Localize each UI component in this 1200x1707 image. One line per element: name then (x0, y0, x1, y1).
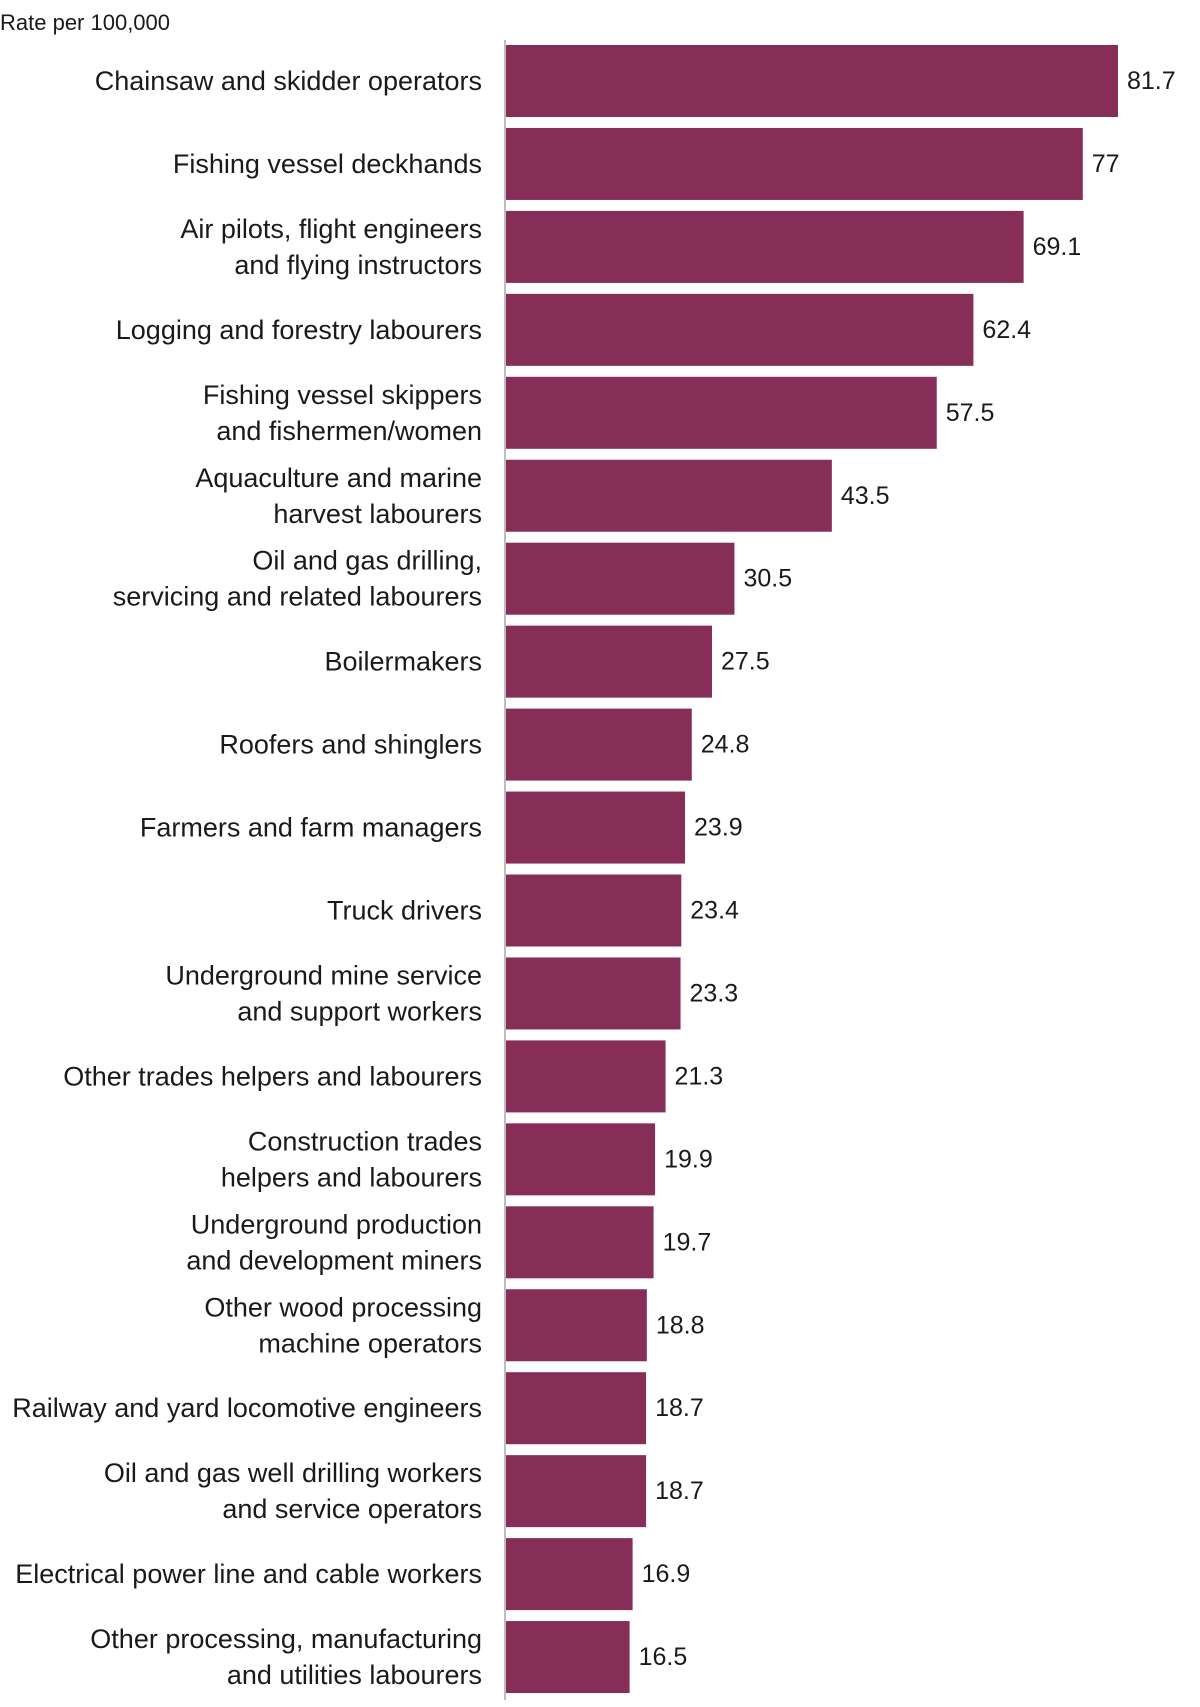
bar (506, 791, 686, 864)
category-label: Railway and yard locomotive engineers (12, 1393, 482, 1423)
category-label: Oil and gas well drilling workers (104, 1458, 482, 1488)
category-label: and flying instructors (234, 250, 482, 280)
category-label: Truck drivers (327, 896, 482, 926)
category-label: Aquaculture and marine (195, 463, 482, 493)
data-label: 57.5 (946, 399, 995, 427)
category-label: and utilities labourers (227, 1660, 482, 1690)
bar (506, 1123, 656, 1196)
bar (506, 1621, 630, 1694)
data-label: 77 (1092, 150, 1120, 178)
category-label: Logging and forestry labourers (116, 315, 482, 345)
category-label: harvest labourers (273, 499, 482, 529)
category-label: Fishing vessel skippers (203, 380, 482, 410)
value-labels: 81.7 77 69.1 62.4 57.5 43.5 30.5 27.5 24.8 23.9 23… (639, 67, 1176, 1671)
data-label: 24.8 (701, 731, 750, 759)
data-label: 23.3 (690, 979, 739, 1007)
category-label: Roofers and shinglers (219, 730, 482, 760)
category-label: Farmers and farm managers (140, 813, 482, 843)
bar (506, 1206, 654, 1279)
bar (506, 45, 1118, 117)
bar (506, 874, 682, 947)
bar (506, 1372, 647, 1445)
bar (506, 376, 937, 449)
data-label: 21.3 (675, 1062, 724, 1090)
data-label: 62.4 (982, 316, 1031, 344)
axis-title: Rate per 100,000 (0, 10, 170, 35)
category-label: and support workers (237, 996, 482, 1026)
bar (506, 957, 681, 1030)
category-label: Oil and gas drilling, (252, 546, 482, 576)
data-label: 19.7 (663, 1228, 712, 1256)
bar (506, 1455, 647, 1528)
category-label: helpers and labourers (221, 1162, 482, 1192)
category-label: Electrical power line and cable workers (15, 1559, 482, 1589)
bar (506, 210, 1024, 283)
category-label: Other trades helpers and labourers (63, 1061, 482, 1091)
category-label: Underground production (191, 1209, 482, 1239)
data-label: 27.5 (721, 648, 770, 676)
category-label: Boilermakers (324, 647, 482, 677)
bar (506, 625, 712, 698)
category-label: and service operators (222, 1494, 482, 1524)
category-label: and development miners (186, 1245, 482, 1275)
data-label: 18.7 (655, 1477, 704, 1505)
bar (506, 459, 832, 532)
data-label: 23.9 (694, 814, 743, 842)
category-label: Underground mine service (165, 960, 482, 990)
category-label: Other processing, manufacturing (90, 1624, 482, 1654)
data-label: 18.7 (655, 1394, 704, 1422)
category-label: Other wood processing (204, 1292, 482, 1322)
data-label: 23.4 (690, 897, 739, 925)
category-label: and fishermen/women (216, 416, 482, 446)
data-label: 16.9 (642, 1560, 691, 1588)
category-label: Construction trades (248, 1126, 482, 1156)
category-labels: Chainsaw and skidder operators Fishing ve… (12, 66, 482, 1690)
data-label: 19.9 (664, 1145, 713, 1173)
bar (506, 708, 692, 781)
category-label: Air pilots, flight engineers (180, 214, 482, 244)
category-label: Fishing vessel deckhands (173, 149, 482, 179)
data-label: 16.5 (639, 1643, 688, 1671)
bar (506, 127, 1083, 200)
bar (506, 1538, 633, 1611)
category-label: machine operators (258, 1328, 482, 1358)
data-label: 30.5 (743, 565, 792, 593)
bar (506, 1040, 666, 1113)
data-label: 69.1 (1033, 233, 1082, 261)
data-label: 18.8 (656, 1311, 705, 1339)
bar (506, 542, 735, 615)
data-label: 81.7 (1127, 67, 1176, 95)
data-label: 43.5 (841, 482, 890, 510)
category-label: servicing and related labourers (113, 582, 482, 612)
bar (506, 293, 974, 366)
bar (506, 1289, 647, 1362)
category-label: Chainsaw and skidder operators (95, 66, 482, 96)
bars (506, 45, 1118, 1694)
